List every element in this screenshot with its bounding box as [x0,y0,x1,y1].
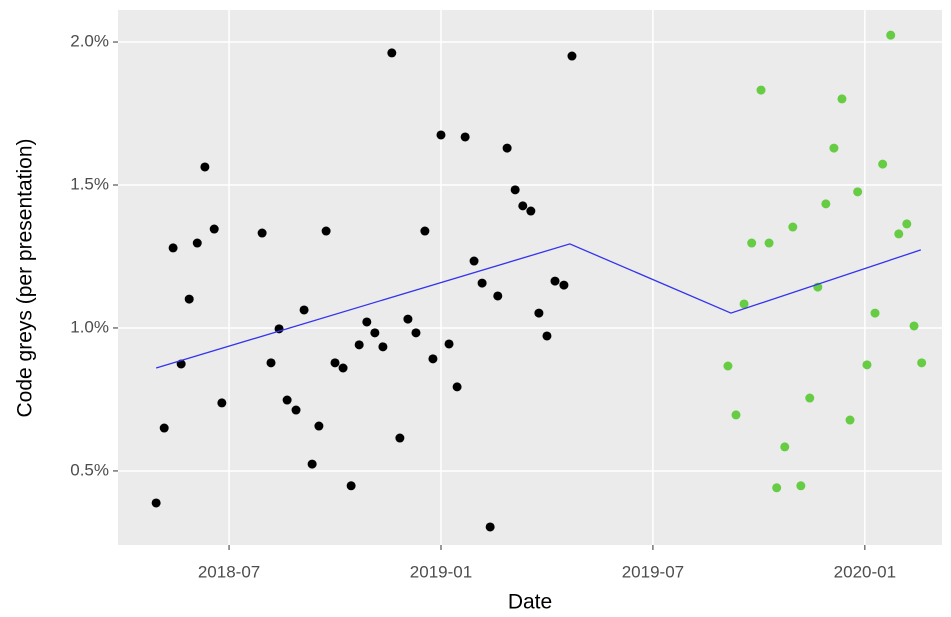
point [452,382,462,392]
point [796,481,806,491]
point [346,481,356,491]
point [314,421,324,431]
point [493,291,503,301]
point [307,459,317,469]
point [411,328,421,338]
point [403,314,413,324]
point [739,299,749,309]
point [723,361,733,371]
point [534,308,544,318]
point [291,405,301,415]
point [526,206,536,216]
point [756,85,766,95]
point [805,393,815,403]
point [299,305,309,315]
x-tick-label: 2020-01 [834,562,896,581]
point [510,185,520,195]
point [747,238,757,248]
point [321,226,331,236]
point [395,433,405,443]
point [370,328,380,338]
point [559,280,569,290]
point [909,321,919,331]
point [428,354,438,364]
point [567,51,577,61]
point [829,143,839,153]
point [853,187,863,197]
point [282,395,292,405]
point [266,358,276,368]
point [821,199,831,209]
point [518,201,528,211]
point [362,317,372,327]
point [354,340,364,350]
point [917,358,927,368]
point [460,132,470,142]
trend-line [155,243,922,369]
y-tick-label: 1.5% [70,174,109,193]
y-tick-label: 0.5% [70,460,109,479]
point [886,30,896,40]
point [902,219,912,229]
point [257,228,267,238]
point [894,229,904,239]
y-tick-label: 2.0% [70,32,109,51]
point [731,410,741,420]
point [436,130,446,140]
point [217,398,227,408]
point [837,94,847,104]
point [845,415,855,425]
point [485,522,495,532]
point [862,360,872,370]
point [550,276,560,286]
x-tick-label: 2019-01 [410,562,472,581]
point [209,224,219,234]
point [420,226,430,236]
y-tick-label: 1.0% [70,317,109,336]
point [780,442,790,452]
point [192,238,202,248]
point [338,363,348,373]
point [772,483,782,493]
x-axis-title: Date [508,591,552,614]
point [870,308,880,318]
point [330,358,340,368]
point [764,238,774,248]
point [151,498,161,508]
point [159,423,169,433]
plot-panel [118,10,942,545]
x-tick-label: 2018-07 [198,562,260,581]
y-axis-title: Code greys (per presentation) [14,139,37,418]
point [444,339,454,349]
point [502,143,512,153]
point [542,331,552,341]
point [788,222,798,232]
point [378,342,388,352]
point [477,278,487,288]
point [387,48,397,58]
x-tick-label: 2019-07 [622,562,684,581]
point [469,256,479,266]
point [200,162,210,172]
point [184,294,194,304]
point [168,243,178,253]
point [878,159,888,169]
